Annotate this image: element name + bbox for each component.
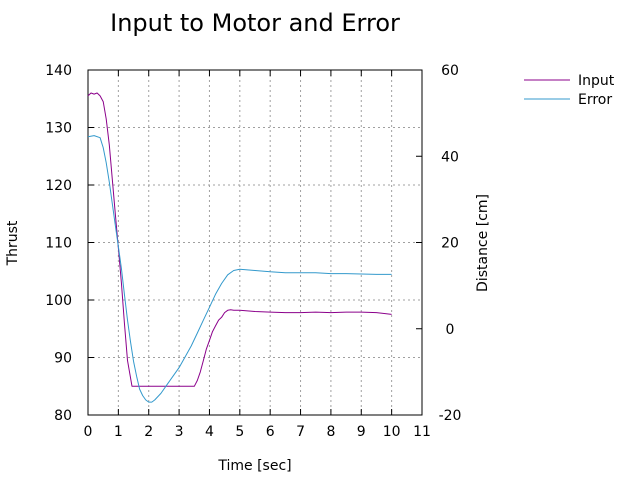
tick-marks bbox=[87, 69, 423, 416]
x-tick-label: 4 bbox=[205, 424, 214, 440]
x-tick-label: 8 bbox=[326, 424, 335, 440]
chart-title: Input to Motor and Error bbox=[110, 9, 400, 37]
series-lines bbox=[87, 92, 392, 403]
y-axis-label: Thrust bbox=[5, 220, 21, 266]
y-tick-label: 110 bbox=[45, 236, 72, 252]
y-tick-label: 100 bbox=[45, 293, 72, 309]
y2-axis-label: Distance [cm] bbox=[475, 194, 491, 292]
x-tick-label: 1 bbox=[114, 424, 123, 440]
x-tick-label: 2 bbox=[144, 424, 153, 440]
x-tick-label: 5 bbox=[235, 424, 244, 440]
legend-label-input: Input bbox=[578, 73, 615, 89]
series-line-error bbox=[87, 135, 392, 403]
legend: Input Error bbox=[524, 73, 615, 108]
y2-tick-label: 40 bbox=[441, 149, 459, 165]
x-axis-label: Time [sec] bbox=[217, 458, 291, 474]
x-tick-label: 7 bbox=[296, 424, 305, 440]
y2-tick-label: 20 bbox=[441, 236, 459, 252]
legend-label-error: Error bbox=[578, 92, 612, 108]
grid bbox=[88, 70, 422, 415]
x-tick-label: 6 bbox=[266, 424, 275, 440]
x-tick-label: 10 bbox=[383, 424, 401, 440]
y2-tick-label: 60 bbox=[441, 63, 459, 79]
x-tick-label: 0 bbox=[84, 424, 93, 440]
y-tick-label: 120 bbox=[45, 178, 72, 194]
tick-labels: 0 1 2 3 4 5 6 7 8 9 10 11 80 90 100 110 120 130 140 -20 0 20 4… bbox=[45, 63, 461, 440]
x-tick-label: 3 bbox=[175, 424, 184, 440]
x-tick-label: 9 bbox=[357, 424, 366, 440]
y-tick-label: 90 bbox=[54, 351, 72, 367]
y-tick-label: 130 bbox=[45, 121, 72, 137]
series-line-input bbox=[87, 92, 392, 387]
y-tick-label: 140 bbox=[45, 63, 72, 79]
y-tick-label: 80 bbox=[54, 408, 72, 424]
y2-tick-label: 0 bbox=[446, 322, 455, 338]
x-tick-label: 11 bbox=[413, 424, 431, 440]
y2-tick-label: -20 bbox=[439, 408, 462, 424]
